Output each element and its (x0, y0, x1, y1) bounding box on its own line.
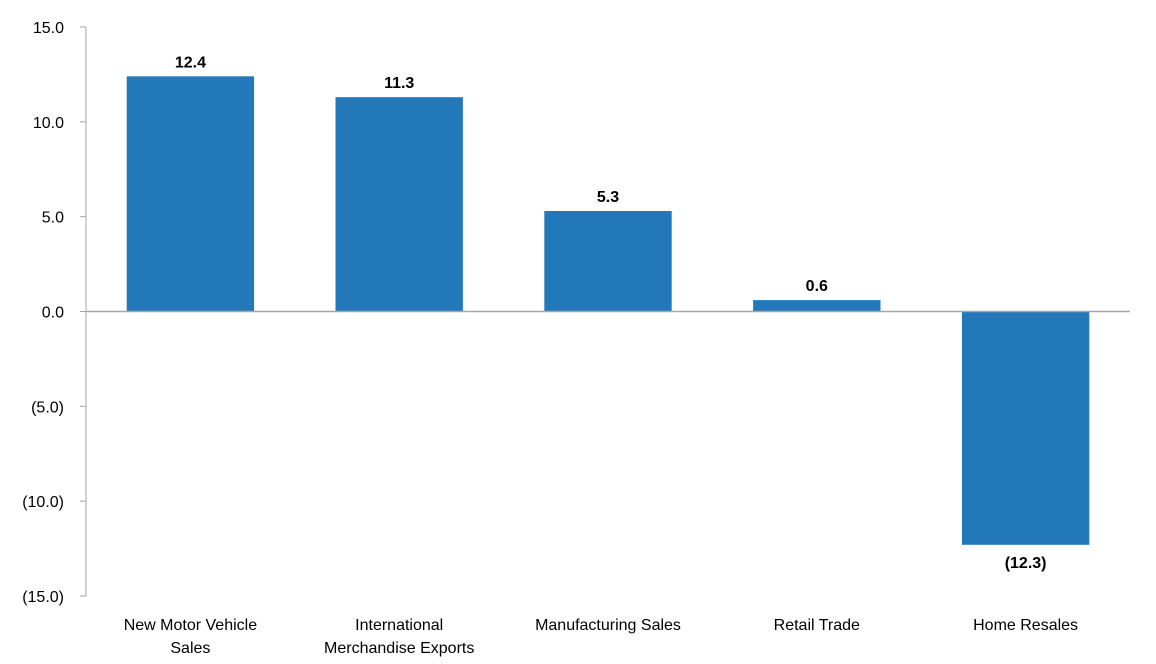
x-category-label: International Merchandise Exports (324, 617, 474, 657)
y-tick-label: (5.0) (31, 399, 64, 416)
y-axis: 15.0 10.0 5.0 0.0 (5.0) (10.0) (15.0) (22, 20, 87, 606)
y-tick-label: 15.0 (33, 20, 64, 37)
data-label: (12.3) (1005, 555, 1047, 572)
y-tick-label: 5.0 (42, 210, 64, 227)
y-tick-label: 0.0 (42, 305, 64, 322)
data-labels: 12.4 11.3 5.3 0.6 (12.3) (175, 54, 1047, 571)
x-category-label: Manufacturing Sales (535, 617, 681, 634)
bar (961, 311, 1090, 545)
bar (335, 97, 463, 312)
data-label: 11.3 (384, 75, 414, 92)
y-tick-label: (15.0) (22, 589, 64, 606)
data-label: 0.6 (806, 278, 828, 295)
bar (753, 300, 881, 312)
bar (126, 76, 255, 312)
bars (126, 76, 1090, 545)
x-category-label: Retail Trade (774, 617, 860, 634)
bar (544, 210, 672, 312)
y-tick-label: 10.0 (33, 115, 64, 132)
data-label: 5.3 (597, 189, 619, 206)
x-category-label: New Motor Vehicle Sales (124, 617, 257, 657)
category-labels: New Motor Vehicle Sales International Merch… (124, 617, 1078, 657)
y-tick-label: (10.0) (22, 494, 64, 511)
x-category-label: Home Resales (973, 617, 1078, 634)
data-label: 12.4 (175, 54, 206, 71)
